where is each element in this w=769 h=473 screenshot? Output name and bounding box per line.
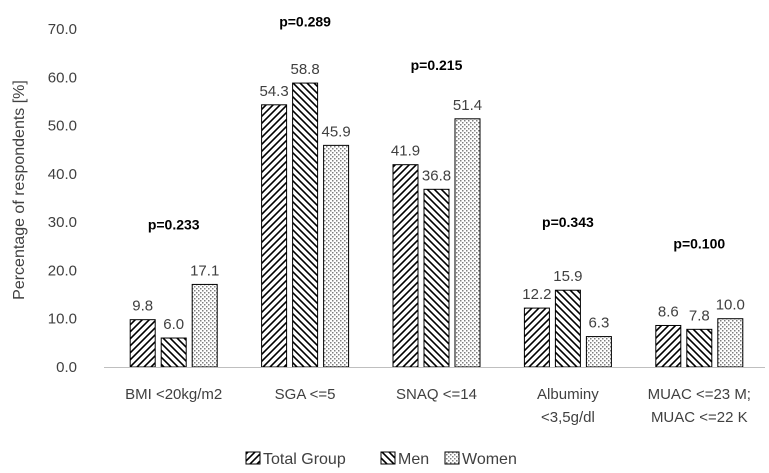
p-value-label: p=0.100 — [673, 236, 725, 252]
legend-label: Women — [462, 451, 517, 468]
data-label: 58.8 — [290, 61, 319, 78]
bars — [129, 82, 744, 368]
bar — [454, 118, 481, 368]
data-label: 17.1 — [190, 262, 219, 279]
x-category-label: MUAC <=23 M; — [648, 386, 751, 403]
bar — [686, 328, 713, 368]
bar — [554, 289, 581, 368]
y-tick-label: 0.0 — [56, 359, 77, 376]
data-labels: 9.8 6.0 17.1 54.358.8 45.9 41.936.8 51.4 12.215… — [132, 61, 745, 333]
bar — [392, 164, 419, 368]
p-value-label: p=0.289 — [279, 14, 331, 30]
bar — [323, 144, 350, 368]
legend: Total Group Men Women — [245, 451, 517, 468]
p-value-label: p=0.215 — [411, 57, 463, 73]
x-category-label: SNAQ <=14 — [396, 386, 477, 403]
x-category-label: MUAC <=22 K — [651, 409, 748, 426]
legend-swatch — [444, 451, 460, 465]
data-label: 51.4 — [453, 97, 482, 114]
data-label: 36.8 — [422, 167, 451, 184]
y-tick-label: 10.0 — [48, 311, 77, 328]
data-label: 7.8 — [689, 307, 710, 324]
data-label: 41.9 — [391, 143, 420, 160]
p-value-label: p=0.343 — [542, 214, 594, 230]
y-tick-label: 70.0 — [48, 21, 77, 38]
y-axis-ticks: 0.0 10.0 20.0 30.0 40.0 50.0 60.0 70.0 — [48, 21, 77, 376]
x-category-label: <3,5g/dl — [541, 409, 595, 426]
x-category-label: BMI <20kg/m2 — [125, 386, 222, 403]
bar — [292, 82, 319, 368]
data-label: 6.3 — [588, 315, 609, 332]
x-axis-categories: BMI <20kg/m2 SGA <=5 SNAQ <=14 Albuminy <3,5… — [125, 386, 751, 426]
y-axis-label: Percentage of respondents [%] — [11, 80, 28, 300]
data-label: 10.0 — [716, 297, 745, 314]
bar — [261, 104, 288, 368]
bar — [191, 283, 218, 368]
bar — [523, 307, 550, 368]
data-label: 12.2 — [522, 286, 551, 303]
legend-swatch — [245, 451, 261, 465]
bar — [423, 188, 450, 368]
bar — [129, 319, 156, 368]
y-tick-label: 30.0 — [48, 214, 77, 231]
p-value-annotations: p=0.233 p=0.289 p=0.215 p=0.343 p=0.100 — [148, 14, 726, 252]
p-value-label: p=0.233 — [148, 216, 200, 232]
data-label: 15.9 — [553, 268, 582, 285]
legend-label: Men — [398, 451, 429, 468]
x-category-label: SGA <=5 — [275, 386, 336, 403]
y-tick-label: 50.0 — [48, 118, 77, 135]
bar — [717, 318, 744, 368]
bar — [160, 337, 187, 368]
y-tick-label: 60.0 — [48, 69, 77, 86]
legend-swatch — [380, 451, 396, 465]
data-label: 6.0 — [163, 316, 184, 333]
data-label: 9.8 — [132, 298, 153, 315]
data-label: 45.9 — [321, 123, 350, 140]
y-tick-label: 40.0 — [48, 166, 77, 183]
data-label: 8.6 — [658, 303, 679, 320]
bar — [585, 336, 612, 368]
bar — [655, 324, 682, 368]
y-tick-label: 20.0 — [48, 262, 77, 279]
x-category-label: Albuminy — [537, 386, 599, 403]
data-label: 54.3 — [259, 83, 288, 100]
legend-label: Total Group — [263, 451, 346, 468]
